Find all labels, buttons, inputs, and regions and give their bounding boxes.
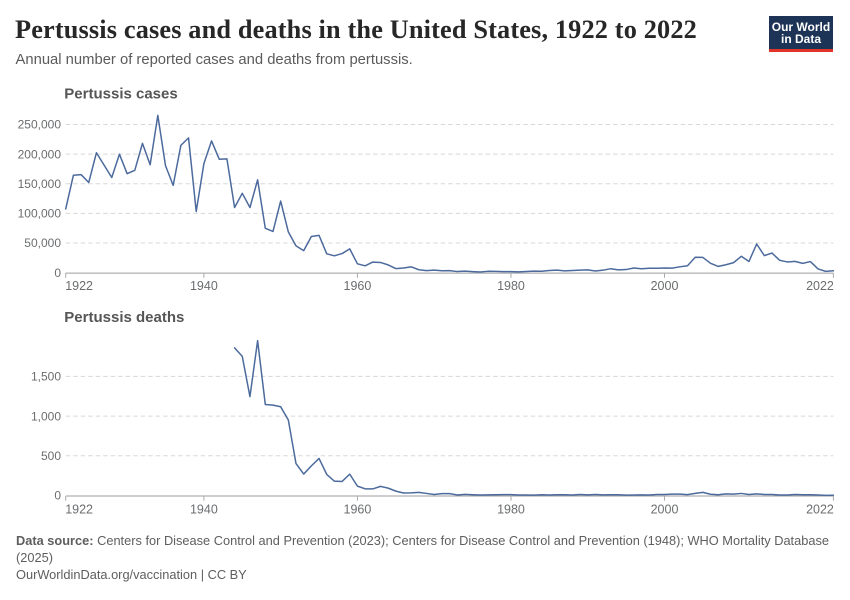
svg-text:1,500: 1,500: [31, 370, 61, 384]
svg-text:1980: 1980: [497, 503, 525, 517]
svg-text:2022: 2022: [806, 279, 834, 293]
svg-text:500: 500: [41, 449, 61, 463]
svg-text:1940: 1940: [190, 279, 218, 293]
svg-text:1980: 1980: [497, 279, 525, 293]
svg-text:100,000: 100,000: [18, 207, 62, 221]
svg-text:150,000: 150,000: [18, 177, 62, 191]
svg-text:250,000: 250,000: [18, 118, 62, 132]
svg-text:2022: 2022: [806, 503, 834, 517]
svg-text:200,000: 200,000: [18, 147, 62, 161]
svg-text:2000: 2000: [651, 503, 679, 517]
svg-text:1940: 1940: [190, 503, 218, 517]
svg-text:1922: 1922: [65, 279, 93, 293]
svg-text:0: 0: [54, 266, 61, 280]
svg-text:1922: 1922: [65, 503, 93, 517]
svg-text:Pertussis cases: Pertussis cases: [64, 86, 177, 103]
svg-text:0: 0: [54, 489, 61, 503]
svg-text:1,000: 1,000: [31, 409, 61, 423]
svg-text:Pertussis deaths: Pertussis deaths: [64, 309, 184, 326]
svg-text:1960: 1960: [344, 279, 372, 293]
svg-text:50,000: 50,000: [24, 236, 61, 250]
svg-text:1960: 1960: [344, 503, 372, 517]
svg-text:2000: 2000: [651, 279, 679, 293]
